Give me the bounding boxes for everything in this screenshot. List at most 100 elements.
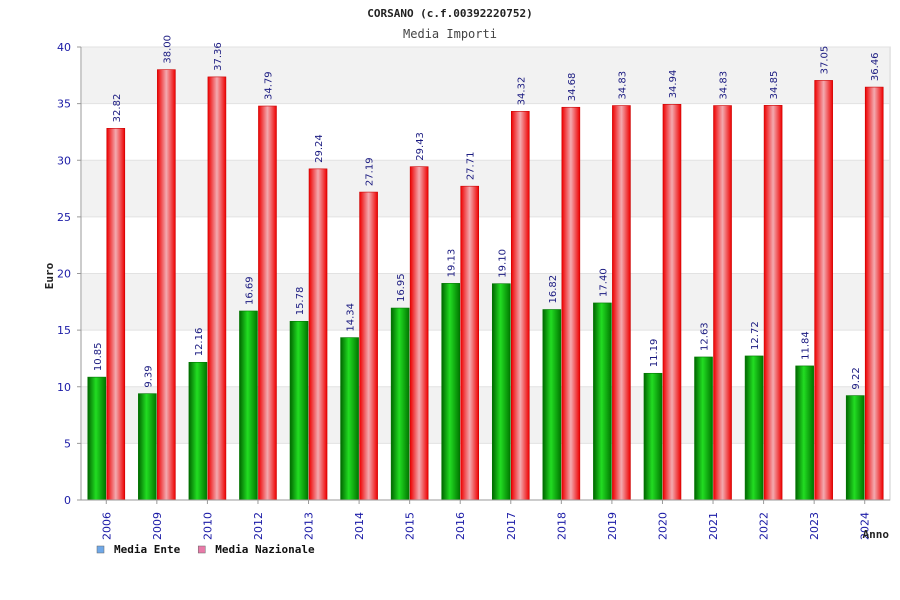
data-label: 11.84	[801, 331, 812, 360]
data-label: 11.19	[649, 339, 660, 368]
data-label: 34.85	[769, 71, 780, 100]
chart-title: CORSANO (c.f.00392220752)	[367, 7, 533, 20]
data-label: 34.79	[263, 71, 274, 100]
bar-media-nazionale	[763, 105, 783, 501]
bar-media-nazionale	[662, 104, 682, 501]
bar-media-ente	[87, 376, 107, 501]
bar-media-nazionale	[157, 69, 176, 501]
bar-media-nazionale	[207, 76, 227, 501]
y-tick-label: 40	[57, 41, 71, 54]
bar-media-nazionale	[359, 191, 378, 501]
data-label: 9.39	[143, 365, 154, 387]
x-tick-label: 2024	[859, 512, 872, 540]
bar-media-nazionale	[308, 168, 328, 501]
x-tick-label: 2021	[707, 512, 720, 540]
bar-media-nazionale	[814, 80, 833, 501]
x-tick-label: 2009	[151, 512, 164, 540]
y-tick-label: 0	[64, 494, 71, 507]
x-tick-label: 2006	[100, 512, 113, 540]
legend: Media Ente Media Nazionale	[96, 543, 315, 556]
bar-media-nazionale	[713, 105, 732, 501]
grid-band	[82, 47, 889, 104]
bar-media-ente	[340, 337, 359, 501]
x-tick-label: 2010	[201, 512, 214, 540]
x-tick-label: 2012	[252, 512, 265, 540]
y-axis-label: Euro	[43, 262, 56, 289]
chart-subtitle: Media Importi	[403, 27, 497, 41]
bar-media-ente	[138, 393, 157, 501]
y-tick-label: 25	[57, 211, 71, 224]
x-tick-label: 2015	[404, 512, 417, 540]
bar-media-ente	[289, 320, 309, 501]
data-label: 34.94	[668, 70, 679, 99]
bar-media-ente	[542, 309, 562, 501]
bar-media-ente	[593, 302, 612, 501]
data-label: 36.46	[870, 52, 881, 81]
data-label: 27.19	[365, 157, 376, 186]
x-tick-label: 2019	[606, 512, 619, 540]
bar-media-nazionale	[561, 106, 581, 501]
bar-media-ente	[188, 361, 208, 501]
bar-media-ente	[845, 395, 865, 501]
data-label: 29.24	[314, 134, 325, 163]
bar-media-ente	[744, 355, 764, 501]
y-tick-label: 5	[64, 437, 71, 450]
x-tick-label: 2020	[656, 512, 669, 540]
legend-swatch	[96, 545, 105, 554]
data-label: 14.34	[346, 303, 357, 332]
x-tick-label: 2013	[303, 512, 316, 540]
x-tick-label: 2018	[555, 512, 568, 540]
data-label: 34.32	[516, 77, 527, 106]
data-label: 12.16	[194, 328, 205, 357]
x-tick-label: 2016	[454, 512, 467, 540]
data-label: 34.68	[567, 73, 578, 102]
x-tick-label: 2023	[808, 512, 821, 540]
data-label: 16.95	[396, 273, 407, 302]
legend-swatch	[197, 545, 206, 554]
y-axis-ticks: 0 5 10 15 20 25 30 35 40	[57, 41, 81, 507]
bar-media-nazionale	[460, 185, 480, 501]
y-tick-label: 20	[57, 268, 71, 281]
x-tick-label: 2022	[758, 512, 771, 540]
y-tick-label: 30	[57, 154, 71, 167]
bar-media-ente	[694, 356, 713, 501]
bar-media-nazionale	[864, 86, 884, 501]
data-label: 17.40	[598, 268, 609, 297]
data-label: 29.43	[415, 132, 426, 161]
bar-media-nazionale	[258, 105, 277, 501]
data-label: 34.83	[719, 71, 730, 100]
y-tick-label: 10	[57, 381, 71, 394]
bar-media-ente	[643, 372, 663, 501]
bar-media-nazionale	[510, 111, 530, 501]
data-label: 16.82	[548, 275, 559, 304]
bar-media-ente	[390, 307, 410, 501]
data-label: 15.78	[295, 287, 306, 316]
x-tick-label: 2014	[353, 512, 366, 540]
data-label: 37.05	[820, 46, 831, 75]
legend-label: Media Nazionale	[215, 543, 315, 556]
y-tick-label: 15	[57, 324, 71, 337]
x-axis-ticks: 2006 2009 2010 2012 2013 2014 2015 2016 2017 2018…	[80, 47, 890, 540]
bar-media-ente	[795, 365, 814, 501]
bar-media-nazionale	[106, 128, 126, 501]
bar-media-ente	[441, 283, 461, 501]
data-label: 32.82	[112, 94, 123, 123]
data-label: 19.10	[497, 249, 508, 278]
data-label: 16.69	[244, 276, 255, 305]
legend-label: Media Ente	[114, 543, 181, 556]
y-tick-label: 35	[57, 98, 71, 111]
data-label: 10.85	[93, 342, 104, 371]
bar-media-ente	[239, 310, 258, 501]
x-tick-label: 2017	[505, 512, 518, 540]
data-label: 27.71	[466, 152, 477, 181]
data-label: 12.72	[750, 321, 761, 350]
x-axis-label: Anno	[863, 528, 890, 541]
data-label: 38.00	[162, 35, 173, 64]
data-label: 37.36	[213, 42, 224, 71]
bar-media-ente	[491, 283, 511, 501]
data-label: 19.13	[447, 249, 458, 278]
data-label: 34.83	[617, 71, 628, 100]
bars: 10.85 32.82 9.39 38.00 12.16 37.36 16.69 34.79 1…	[87, 35, 884, 501]
bar-media-nazionale	[409, 166, 429, 501]
